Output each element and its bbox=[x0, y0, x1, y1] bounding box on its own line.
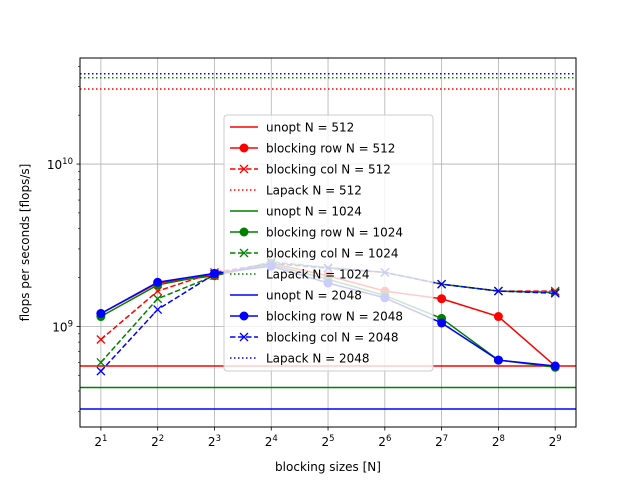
data-point bbox=[153, 277, 163, 287]
legend-item: blocking col N = 1024 bbox=[230, 247, 399, 261]
legend-marker bbox=[239, 248, 249, 258]
legend-item: Lapack N = 512 bbox=[230, 184, 362, 198]
legend-label: unopt N = 1024 bbox=[266, 205, 362, 219]
legend-marker bbox=[239, 227, 249, 237]
data-point bbox=[96, 357, 106, 367]
legend-marker bbox=[239, 332, 249, 342]
legend-label: blocking col N = 2048 bbox=[266, 331, 399, 345]
legend-label: Lapack N = 512 bbox=[266, 184, 362, 198]
data-point bbox=[210, 269, 219, 279]
legend-item: blocking row N = 1024 bbox=[230, 226, 403, 240]
x-tick-label: 27 bbox=[435, 434, 448, 449]
data-point bbox=[153, 305, 163, 314]
x-tick-label: 25 bbox=[322, 434, 335, 449]
legend-item: blocking row N = 512 bbox=[230, 142, 395, 156]
x-tick-label: 24 bbox=[265, 434, 278, 449]
legend-marker bbox=[239, 311, 249, 321]
legend-item: unopt N = 1024 bbox=[230, 205, 362, 219]
data-point bbox=[550, 288, 560, 298]
legend-item: Lapack N = 2048 bbox=[230, 352, 370, 366]
data-point bbox=[96, 309, 106, 319]
legend-label: blocking row N = 1024 bbox=[266, 226, 403, 240]
data-point bbox=[493, 286, 503, 296]
legend-marker bbox=[239, 164, 249, 174]
legend-item: Lapack N = 1024 bbox=[230, 268, 370, 282]
y-tick-label: 1010 bbox=[47, 157, 73, 172]
ticks: 21 22 23 24 25 26 27 28 29 109 1010 bbox=[47, 66, 562, 449]
legend-label: Lapack N = 2048 bbox=[266, 352, 370, 366]
data-point bbox=[153, 294, 163, 304]
legend-label: blocking col N = 512 bbox=[266, 163, 391, 177]
data-point bbox=[493, 355, 503, 365]
x-axis-label: blocking sizes [N] bbox=[275, 460, 381, 474]
legend-marker bbox=[239, 143, 249, 153]
x-tick-label: 22 bbox=[151, 434, 164, 449]
data-point bbox=[493, 312, 503, 322]
y-axis-label: flops per seconds [flops/s] bbox=[18, 164, 32, 322]
legend-box bbox=[223, 114, 434, 372]
x-tick-label: 23 bbox=[208, 434, 221, 449]
legend-label: blocking row N = 512 bbox=[266, 142, 395, 156]
x-tick-label: 28 bbox=[492, 434, 505, 449]
legend-label: unopt N = 512 bbox=[266, 121, 354, 135]
data-point bbox=[550, 361, 560, 371]
x-tick-label: 26 bbox=[378, 434, 391, 449]
data-point bbox=[437, 294, 447, 304]
x-tick-label: 29 bbox=[549, 434, 562, 449]
series-line bbox=[100, 261, 556, 363]
legend-item: blocking row N = 2048 bbox=[230, 310, 403, 324]
x-tick-label: 21 bbox=[94, 434, 107, 449]
legend-label: Lapack N = 1024 bbox=[266, 268, 370, 282]
data-point bbox=[437, 279, 447, 289]
legend-label: blocking col N = 1024 bbox=[266, 247, 399, 261]
legend: unopt N = 512 blocking row N = 512 blockin… bbox=[223, 114, 434, 372]
legend-item: unopt N = 512 bbox=[230, 121, 354, 135]
legend-label: unopt N = 2048 bbox=[266, 289, 362, 303]
data-point bbox=[96, 335, 106, 344]
y-tick-label: 109 bbox=[52, 319, 73, 334]
legend-item: unopt N = 2048 bbox=[230, 289, 362, 303]
legend-item: blocking col N = 512 bbox=[230, 163, 391, 177]
legend-item: blocking col N = 2048 bbox=[230, 331, 399, 345]
legend-label: blocking row N = 2048 bbox=[266, 310, 403, 324]
data-point bbox=[96, 366, 106, 376]
data-point bbox=[437, 318, 447, 328]
